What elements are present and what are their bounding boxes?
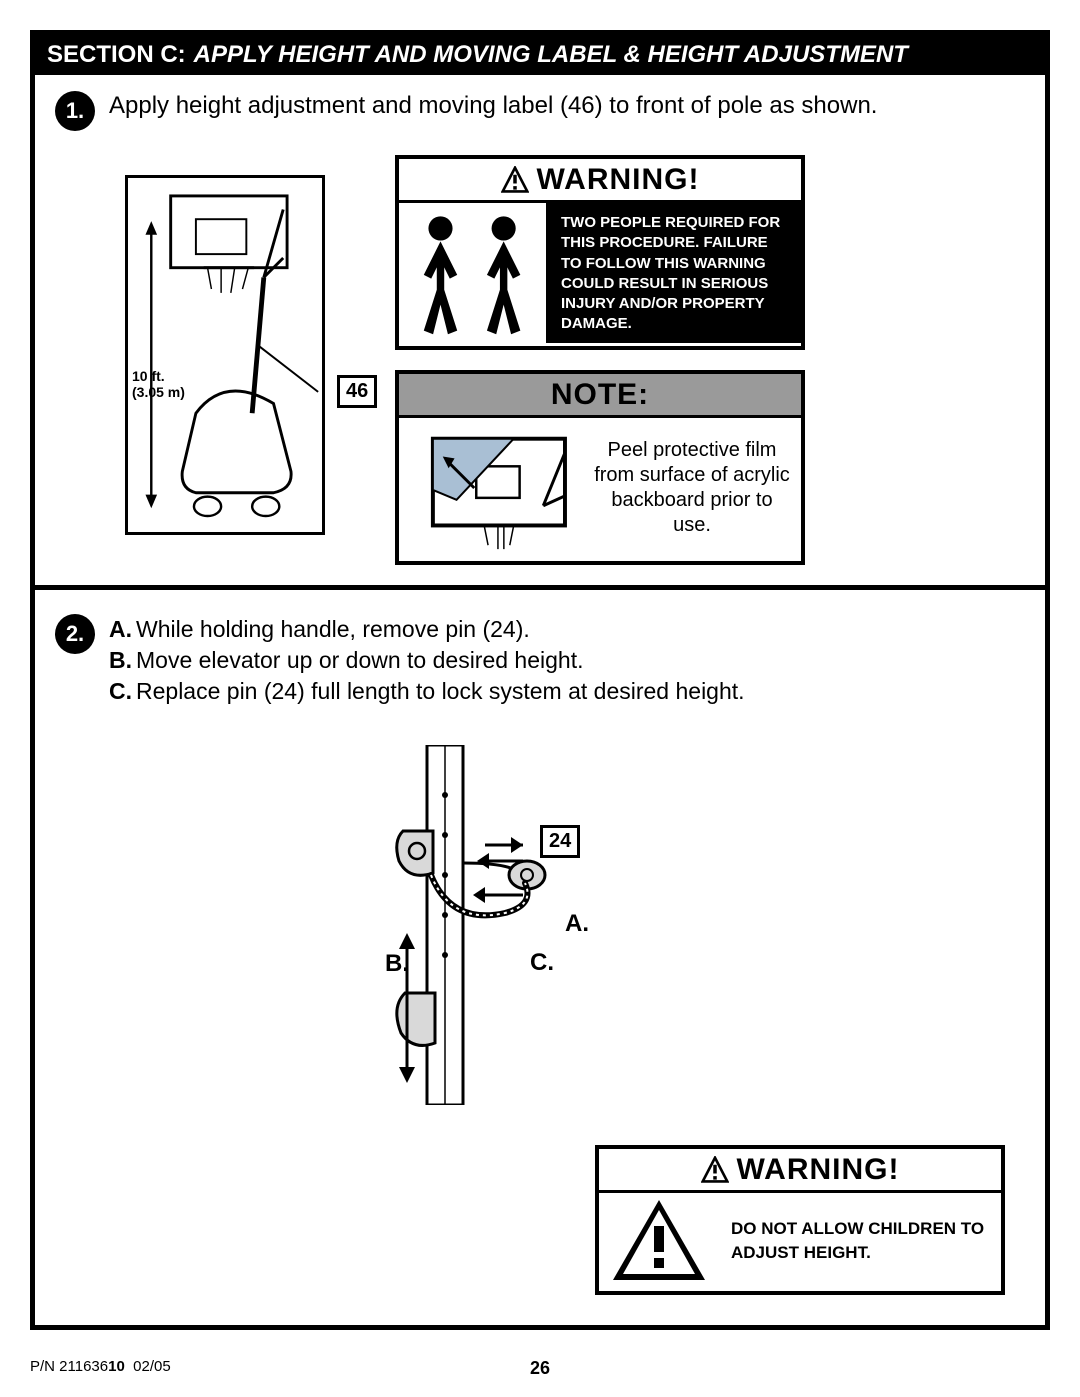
pn-bold: 10 <box>108 1358 125 1375</box>
page-number: 26 <box>530 1358 550 1379</box>
warning-1-body: TWO PEOPLE REQUIRED FOR THIS PROCEDURE. … <box>399 203 801 343</box>
footer-spacer <box>1046 1358 1050 1375</box>
warning-2-body: DO NOT ALLOW CHILDREN TO ADJUST HEIGHT. <box>599 1193 1001 1288</box>
step-2-line-b: B.Move elevator up or down to desired he… <box>109 645 745 676</box>
part-number: P/N 21163610 02/05 <box>30 1358 171 1375</box>
pn-date: 02/05 <box>133 1358 171 1375</box>
warning-2-header: WARNING! <box>599 1149 1001 1193</box>
diagram-label-a: A. <box>565 910 589 938</box>
warning-1-text: TWO PEOPLE REQUIRED FOR THIS PROCEDURE. … <box>549 203 801 343</box>
warning-1-box: WARNING! TWO PEOPLE REQUIR <box>395 155 805 350</box>
note-box: NOTE: <box>395 370 805 565</box>
section-label: SECTION C: <box>47 41 186 69</box>
callout-24: 24 <box>540 825 580 858</box>
step-2-line-a: A.While holding handle, remove pin (24). <box>109 614 745 645</box>
step-2-c-text: Replace pin (24) full length to lock sys… <box>136 678 745 704</box>
note-header: NOTE: <box>399 374 801 418</box>
peel-film-icon <box>399 418 589 558</box>
diagram-label-c: C. <box>530 949 554 977</box>
callout-46: 46 <box>337 375 377 408</box>
diagram-label-b: B. <box>385 950 409 978</box>
warning-triangle-icon <box>701 1156 729 1184</box>
step-2-bullet: 2. <box>55 614 95 654</box>
note-text: Peel protective film from surface of acr… <box>589 418 801 558</box>
hoop-diagram: 10 ft. (3.05 m) <box>125 175 325 535</box>
step-1-text: Apply height adjustment and moving label… <box>109 91 877 121</box>
outer-frame: SECTION C: APPLY HEIGHT AND MOVING LABEL… <box>30 30 1050 1330</box>
warning-1-title: WARNING! <box>537 163 700 197</box>
page-footer: P/N 21163610 02/05 26 <box>30 1358 1050 1375</box>
height-label: 10 ft. (3.05 m) <box>132 368 185 400</box>
step-2-text: A.While holding handle, remove pin (24).… <box>109 614 745 707</box>
pn-prefix: P/N 211636 <box>30 1358 108 1375</box>
step-2-b-text: Move elevator up or down to desired heig… <box>136 647 584 673</box>
step-2-c-label: C. <box>109 678 132 704</box>
warning-2-title: WARNING! <box>737 1153 900 1187</box>
height-label-m: (3.05 m) <box>132 384 185 400</box>
step-1-row: 1. Apply height adjustment and moving la… <box>55 91 1025 131</box>
step-2-line-c: C.Replace pin (24) full length to lock s… <box>109 676 745 707</box>
warning-2-box: WARNING! DO NOT ALLOW CHILDREN TO ADJUST… <box>595 1145 1005 1295</box>
page: SECTION C: APPLY HEIGHT AND MOVING LABEL… <box>0 0 1080 1397</box>
warning-triangle-icon <box>501 166 529 194</box>
warning-2-triangle-icon <box>599 1193 719 1288</box>
section-title: APPLY HEIGHT AND MOVING LABEL & HEIGHT A… <box>194 41 908 69</box>
step-1-bullet: 1. <box>55 91 95 131</box>
warning-2-text: DO NOT ALLOW CHILDREN TO ADJUST HEIGHT. <box>719 1193 1001 1288</box>
section-header: SECTION C: APPLY HEIGHT AND MOVING LABEL… <box>35 35 1045 75</box>
two-people-icon <box>399 203 549 343</box>
note-body: Peel protective film from surface of acr… <box>399 418 801 558</box>
step-2-a-text: While holding handle, remove pin (24). <box>136 616 530 642</box>
step-2-b-label: B. <box>109 647 132 673</box>
step-2-a-label: A. <box>109 616 132 642</box>
step-2-row: 2. A.While holding handle, remove pin (2… <box>55 614 1025 707</box>
warning-1-header: WARNING! <box>399 159 801 203</box>
height-label-ft: 10 ft. <box>132 368 185 384</box>
step-1-block: 1. Apply height adjustment and moving la… <box>35 75 1045 585</box>
step-2-block: 2. A.While holding handle, remove pin (2… <box>35 590 1045 1325</box>
basketball-hoop-icon <box>128 178 322 532</box>
